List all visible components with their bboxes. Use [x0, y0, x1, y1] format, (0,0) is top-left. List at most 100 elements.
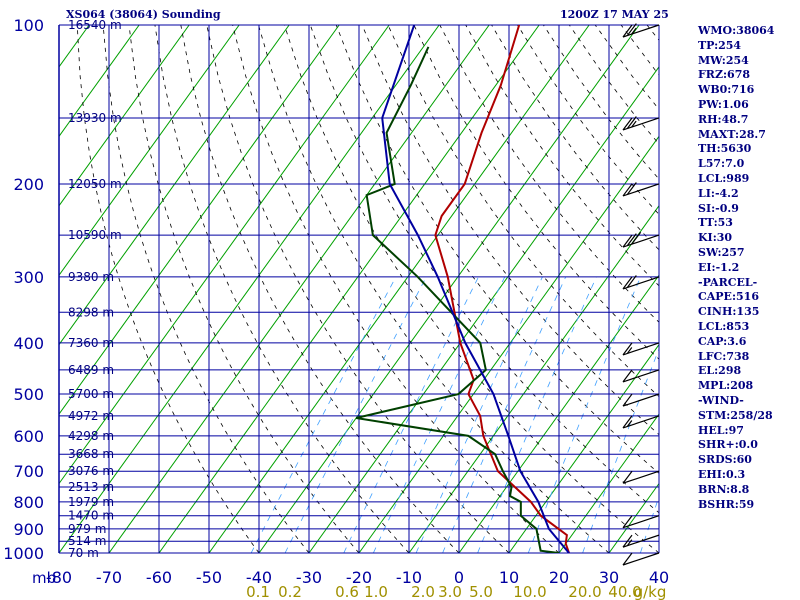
pressure-tick-label: 600: [13, 427, 44, 446]
mixing-ratio-label: 5.0: [469, 583, 493, 600]
wind-barb-shaft: [622, 342, 660, 356]
wind-barb: [622, 552, 660, 566]
wind-barb-shaft: [622, 415, 660, 429]
index-row: BSHR:59: [698, 497, 755, 511]
temperature-tick-label: -20: [346, 568, 372, 587]
wind-barb-shaft: [622, 515, 660, 529]
isotherm-line: [108, 25, 490, 553]
wind-barbs: [622, 23, 660, 566]
wind-barb-shaft: [622, 369, 660, 383]
isotherm-line: [59, 25, 390, 485]
isotherm-line: [458, 274, 659, 553]
isotherm-line: [59, 25, 290, 346]
wind-barb-shaft: [622, 393, 660, 407]
height-label: 3076 m: [68, 464, 114, 478]
profile-line: [381, 25, 570, 553]
index-row: TT:53: [698, 216, 733, 230]
index-row: CINH:135: [698, 305, 760, 319]
pressure-tick-label: 400: [13, 334, 44, 353]
wind-barb-shaft: [622, 552, 660, 566]
index-row: EHI:0.3: [698, 467, 746, 481]
height-labels: 16540 m 13930 m 12050 m 10590 m 9380 m 8298 m…: [68, 18, 122, 560]
height-label: 1979 m: [68, 495, 114, 509]
wind-barb-flag: [622, 515, 633, 529]
wind-barb-flag: [626, 420, 633, 427]
isotherm-line: [358, 135, 659, 553]
height-label: 2513 m: [68, 480, 114, 494]
wind-barb-flag: [622, 342, 633, 356]
wind-barb-flag: [622, 117, 633, 131]
wind-barb-shaft: [622, 276, 660, 290]
height-label: 12050 m: [68, 177, 122, 191]
height-label: 3668 m: [68, 447, 114, 461]
pressure-tick-label: 100: [13, 16, 44, 35]
wind-barb-shaft: [622, 234, 660, 248]
wind-barb: [622, 534, 660, 548]
wind-barb-flag: [622, 470, 633, 484]
index-row: LFC:738: [698, 349, 750, 363]
wind-barb-shaft: [622, 24, 660, 38]
index-row: LCL:853: [698, 319, 750, 333]
wind-barb-shaft: [622, 470, 660, 484]
height-label: 9380 m: [68, 270, 114, 284]
temperature-tick-label: 40: [649, 568, 669, 587]
mixing-ratio-label: 20.0: [568, 583, 601, 600]
wind-barb: [622, 470, 660, 484]
index-row: EI:-1.2: [698, 260, 740, 274]
mixing-ratio-label: 40.0: [608, 583, 641, 600]
isotherm-line: [59, 25, 190, 207]
index-row: MW:254: [698, 53, 749, 67]
isotherm-line: [59, 25, 440, 553]
index-row: CAPE:516: [698, 290, 759, 304]
index-row: SW:257: [698, 245, 745, 259]
mixing-ratio-label: 10.0: [513, 583, 546, 600]
dry-adiabat-line: [206, 25, 510, 553]
height-label: 4298 m: [68, 429, 114, 443]
isotherm-line: [208, 25, 590, 553]
isotherm-line: [158, 25, 540, 553]
index-row: LCL:989: [698, 171, 750, 185]
mixing-ratio-line: [527, 276, 641, 553]
wind-barb-flag: [626, 539, 633, 547]
index-row: HEL:97: [698, 423, 744, 437]
wind-barb-flag: [622, 369, 633, 383]
height-label: 5700 m: [68, 387, 114, 401]
wind-barb-flag: [626, 275, 637, 288]
wind-barb-shaft: [622, 534, 660, 548]
isotherm-line: [59, 25, 240, 277]
wind-barb: [622, 515, 660, 529]
wind-barb-flag: [631, 231, 642, 245]
temperature-tick-label: 10: [499, 568, 519, 587]
mixing-ratio-label: 0.6: [335, 583, 359, 600]
height-label: 979 m: [68, 522, 106, 536]
isotherm-line: [408, 204, 659, 553]
pressure-unit-label: mb: [32, 569, 56, 587]
index-row: MPL:208: [698, 379, 754, 393]
mixing-ratio-line: [640, 495, 659, 553]
index-row: BRN:8.8: [698, 482, 750, 496]
mixing-ratio-line: [250, 276, 397, 553]
mixing-ratio-label: 3.0: [438, 583, 462, 600]
index-row: LI:-4.2: [698, 186, 739, 200]
sounding-title: XS064 (38064) Sounding: [66, 8, 221, 21]
dry-adiabat-line: [102, 25, 310, 553]
isotherm-line: [59, 25, 140, 138]
wind-barb-flag: [631, 27, 637, 35]
pressure-tick-label: 1000: [3, 544, 44, 563]
pressure-tick-label: 900: [13, 520, 44, 539]
height-label: 16540 m: [68, 18, 122, 32]
temperature-tick-label: 20: [549, 568, 569, 587]
index-row: -WIND-: [698, 393, 744, 407]
index-row: WB0:716: [698, 83, 755, 97]
wind-barb: [622, 275, 660, 290]
mixing-ratio-line: [582, 347, 659, 553]
height-label: 7360 m: [68, 336, 114, 350]
mixing-ratio-label: 0.1: [246, 583, 270, 600]
height-label: 1470 m: [68, 509, 114, 523]
wind-barb-flag: [622, 534, 633, 548]
isotherm-line: [558, 413, 659, 553]
index-row: STM:258/28: [698, 408, 773, 422]
index-row: WMO:38064: [698, 24, 775, 37]
mixing-ratio-lines: [250, 276, 659, 553]
